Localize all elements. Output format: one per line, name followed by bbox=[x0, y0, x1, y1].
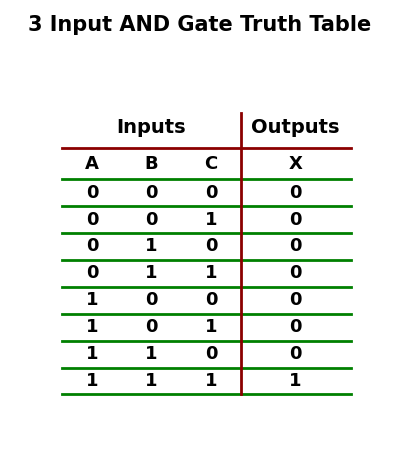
Text: 0: 0 bbox=[290, 264, 302, 282]
Text: 0: 0 bbox=[205, 291, 217, 309]
Text: C: C bbox=[204, 155, 218, 173]
Text: 0: 0 bbox=[205, 237, 217, 255]
Text: 0: 0 bbox=[86, 237, 98, 255]
Text: 1: 1 bbox=[205, 318, 217, 336]
Text: 1: 1 bbox=[145, 372, 158, 390]
Text: Inputs: Inputs bbox=[117, 118, 186, 137]
Text: 0: 0 bbox=[290, 291, 302, 309]
Text: 0: 0 bbox=[145, 184, 158, 202]
Text: 1: 1 bbox=[86, 372, 98, 390]
Text: 1: 1 bbox=[290, 372, 302, 390]
Text: 0: 0 bbox=[205, 184, 217, 202]
Text: 1: 1 bbox=[86, 291, 98, 309]
Text: 0: 0 bbox=[290, 184, 302, 202]
Text: 0: 0 bbox=[145, 211, 158, 229]
Text: 0: 0 bbox=[86, 184, 98, 202]
Text: 1: 1 bbox=[86, 345, 98, 363]
Text: 0: 0 bbox=[290, 345, 302, 363]
Text: Outputs: Outputs bbox=[252, 118, 340, 137]
Text: 1: 1 bbox=[205, 372, 217, 390]
Text: 1: 1 bbox=[205, 211, 217, 229]
Text: 0: 0 bbox=[86, 264, 98, 282]
Text: 0: 0 bbox=[290, 211, 302, 229]
Text: 1: 1 bbox=[205, 264, 217, 282]
Text: B: B bbox=[145, 155, 158, 173]
Text: A: A bbox=[85, 155, 99, 173]
Text: 0: 0 bbox=[205, 345, 217, 363]
Text: 0: 0 bbox=[86, 211, 98, 229]
Text: 1: 1 bbox=[145, 237, 158, 255]
Text: 3 Input AND Gate Truth Table: 3 Input AND Gate Truth Table bbox=[28, 15, 372, 35]
Text: 1: 1 bbox=[145, 345, 158, 363]
Text: 1: 1 bbox=[145, 264, 158, 282]
Text: 0: 0 bbox=[145, 318, 158, 336]
Text: 0: 0 bbox=[290, 237, 302, 255]
Text: X: X bbox=[289, 155, 303, 173]
Text: 1: 1 bbox=[86, 318, 98, 336]
Text: 0: 0 bbox=[290, 318, 302, 336]
Text: 0: 0 bbox=[145, 291, 158, 309]
